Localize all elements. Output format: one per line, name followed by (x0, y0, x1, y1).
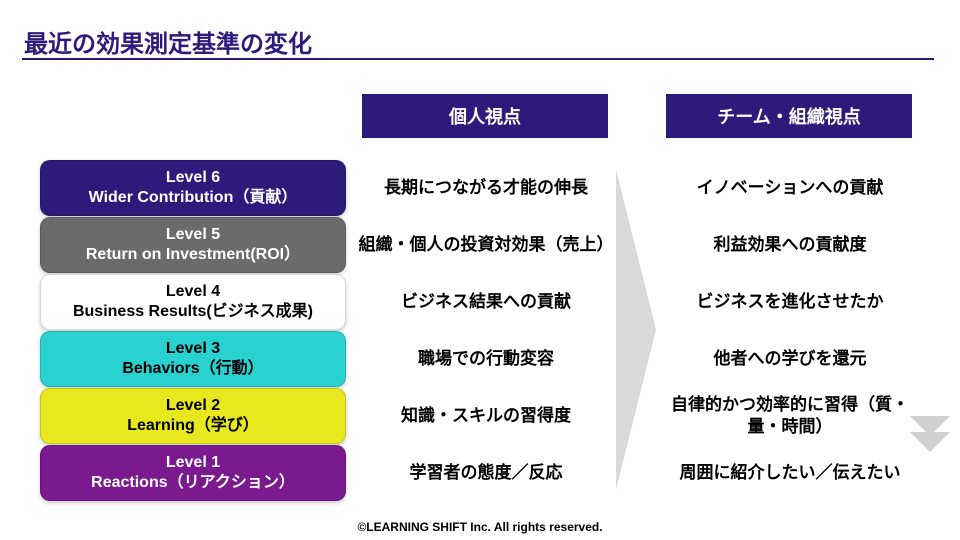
cell-team-2: 自律的かつ効率的に習得（質・量・時間） (656, 388, 924, 444)
level-pill-5: Level 5 Return on Investment(ROI） (40, 217, 346, 273)
level-pill-2: Level 2 Learning（学び） (40, 388, 346, 444)
level-name: Learning（学び） (127, 416, 259, 436)
level-number: Level 3 (166, 339, 220, 359)
level-number: Level 1 (166, 453, 220, 473)
footer-copyright: ©LEARNING SHIFT Inc. All rights reserved… (0, 520, 960, 534)
title-underline (22, 58, 934, 60)
cell-individual-2: 知識・スキルの習得度 (352, 388, 620, 444)
cell-team-6: イノベーションへの貢献 (656, 160, 924, 216)
cell-team-5: 利益効果への貢献度 (656, 217, 924, 273)
level-name: Behaviors（行動） (122, 359, 263, 379)
arrow-poly (616, 170, 656, 490)
level-number: Level 4 (166, 282, 220, 302)
col-header-team: チーム・組織視点 (664, 92, 914, 140)
level-name: Business Results(ビジネス成果) (73, 302, 313, 322)
cell-individual-6: 長期につながる才能の伸長 (352, 160, 620, 216)
chevron-down-icon (906, 406, 954, 462)
cell-individual-3: 職場での行動変容 (352, 331, 620, 387)
level-name: Return on Investment(ROI） (86, 245, 300, 265)
level-pill-4: Level 4 Business Results(ビジネス成果) (40, 274, 346, 330)
cell-team-4: ビジネスを進化させたか (656, 274, 924, 330)
page-title: 最近の効果測定基準の変化 (24, 24, 312, 59)
cell-individual-4: ビジネス結果への貢献 (352, 274, 620, 330)
col-header-individual: 個人視点 (360, 92, 610, 140)
level-number: Level 2 (166, 396, 220, 416)
cell-individual-5: 組織・個人の投資対効果（売上） (352, 217, 620, 273)
level-pill-6: Level 6 Wider Contribution（貢献） (40, 160, 346, 216)
cell-team-3: 他者への学びを還元 (656, 331, 924, 387)
arrow-icon (616, 170, 656, 490)
cell-individual-1: 学習者の態度／反応 (352, 445, 620, 501)
level-number: Level 6 (166, 168, 220, 188)
level-pill-1: Level 1 Reactions（リアクション） (40, 445, 346, 501)
level-number: Level 5 (166, 225, 220, 245)
level-name: Wider Contribution（貢献） (89, 188, 298, 208)
level-name: Reactions（リアクション） (91, 473, 295, 493)
level-pill-3: Level 3 Behaviors（行動） (40, 331, 346, 387)
cell-team-1: 周囲に紹介したい／伝えたい (656, 445, 924, 501)
